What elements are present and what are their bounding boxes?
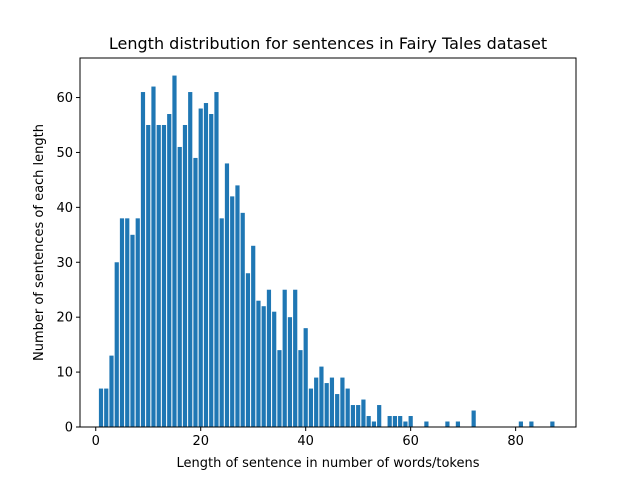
bar-length-18: [188, 92, 193, 427]
bar-length-28: [240, 212, 245, 427]
bar-length-53: [371, 421, 377, 427]
y-tick-label: 30: [56, 256, 73, 271]
bar-length-4: [114, 262, 119, 427]
bar-length-49: [350, 405, 356, 427]
bar-length-25: [224, 163, 230, 427]
bar-length-63: [424, 421, 429, 427]
bar-length-2: [104, 388, 109, 427]
bar-length-12: [156, 124, 161, 428]
bar-length-83: [529, 421, 534, 427]
bar-length-11: [151, 86, 156, 428]
bar-length-56: [387, 416, 392, 427]
bar-length-27: [235, 185, 240, 427]
x-axis-label: Length of sentence in number of words/to…: [176, 456, 479, 471]
bar-length-13: [161, 124, 167, 428]
bar-length-3: [109, 355, 114, 427]
bar-length-8: [135, 218, 140, 427]
bar-length-51: [361, 399, 366, 427]
bar-length-20: [198, 108, 203, 428]
bar-length-50: [356, 405, 361, 427]
bar-length-72: [471, 410, 476, 427]
bar-length-40: [303, 328, 308, 427]
bar-length-31: [256, 300, 261, 427]
bar-length-36: [282, 289, 287, 427]
bar-length-6: [125, 218, 130, 427]
bar-length-59: [403, 421, 408, 427]
x-tick-label: 0: [92, 434, 100, 449]
bar-length-24: [219, 218, 224, 427]
bar-length-81: [518, 421, 523, 427]
bar-length-42: [314, 377, 319, 427]
y-tick-label: 0: [65, 421, 73, 436]
x-tick-label: 20: [192, 434, 209, 449]
bar-length-37: [287, 317, 293, 427]
bar-length-1: [98, 388, 104, 427]
bar-length-57: [392, 416, 398, 427]
bar-length-44: [324, 383, 329, 427]
bar-length-58: [398, 416, 403, 427]
bar-length-67: [445, 421, 450, 427]
bar-length-52: [366, 416, 371, 427]
y-axis-label: Number of sentences of each length: [32, 124, 47, 361]
bar-length-7: [130, 234, 135, 427]
bar-length-30: [251, 245, 256, 427]
plot-frame: [79, 57, 577, 428]
bar-length-9: [140, 92, 146, 427]
bar-length-26: [230, 196, 235, 428]
y-tick-label: 40: [56, 201, 73, 216]
bar-length-29: [245, 273, 251, 427]
y-tick-label: 20: [56, 311, 73, 326]
bar-length-39: [298, 350, 303, 428]
bar-length-10: [146, 124, 151, 428]
bar-length-38: [293, 289, 298, 427]
bar-length-60: [408, 416, 413, 427]
bar-length-48: [345, 388, 350, 427]
bar-length-69: [455, 421, 461, 427]
bar-length-54: [377, 405, 382, 427]
bar-length-21: [203, 103, 209, 427]
y-tick-label: 60: [56, 91, 73, 106]
bar-length-14: [167, 114, 172, 427]
y-tick-label: 50: [56, 146, 73, 161]
bar-length-32: [261, 306, 266, 427]
bar-length-47: [340, 377, 345, 427]
bars-layer: [98, 75, 555, 428]
x-tick-label: 80: [507, 434, 524, 449]
bar-length-87: [550, 421, 555, 427]
x-tick-label: 40: [297, 434, 314, 449]
bar-length-22: [209, 114, 214, 427]
ticks-layer: 0 20 40 60 80 0 10 20 30 40 50 60: [56, 91, 523, 449]
bar-length-19: [193, 157, 198, 427]
y-tick-label: 10: [56, 366, 73, 381]
bar-length-5: [119, 218, 125, 427]
bar-length-45: [329, 377, 335, 427]
bar-length-23: [214, 92, 219, 427]
x-tick-label: 60: [402, 434, 419, 449]
bar-length-17: [182, 124, 188, 428]
bar-length-41: [308, 388, 314, 427]
bar-length-46: [335, 394, 340, 427]
chart-title: Length distribution for sentences in Fai…: [109, 34, 547, 53]
bar-length-35: [277, 350, 282, 428]
bar-length-43: [319, 366, 324, 427]
bar-length-34: [272, 311, 277, 427]
bar-length-16: [177, 146, 182, 427]
bar-length-33: [266, 289, 272, 427]
bar-length-15: [172, 75, 177, 427]
